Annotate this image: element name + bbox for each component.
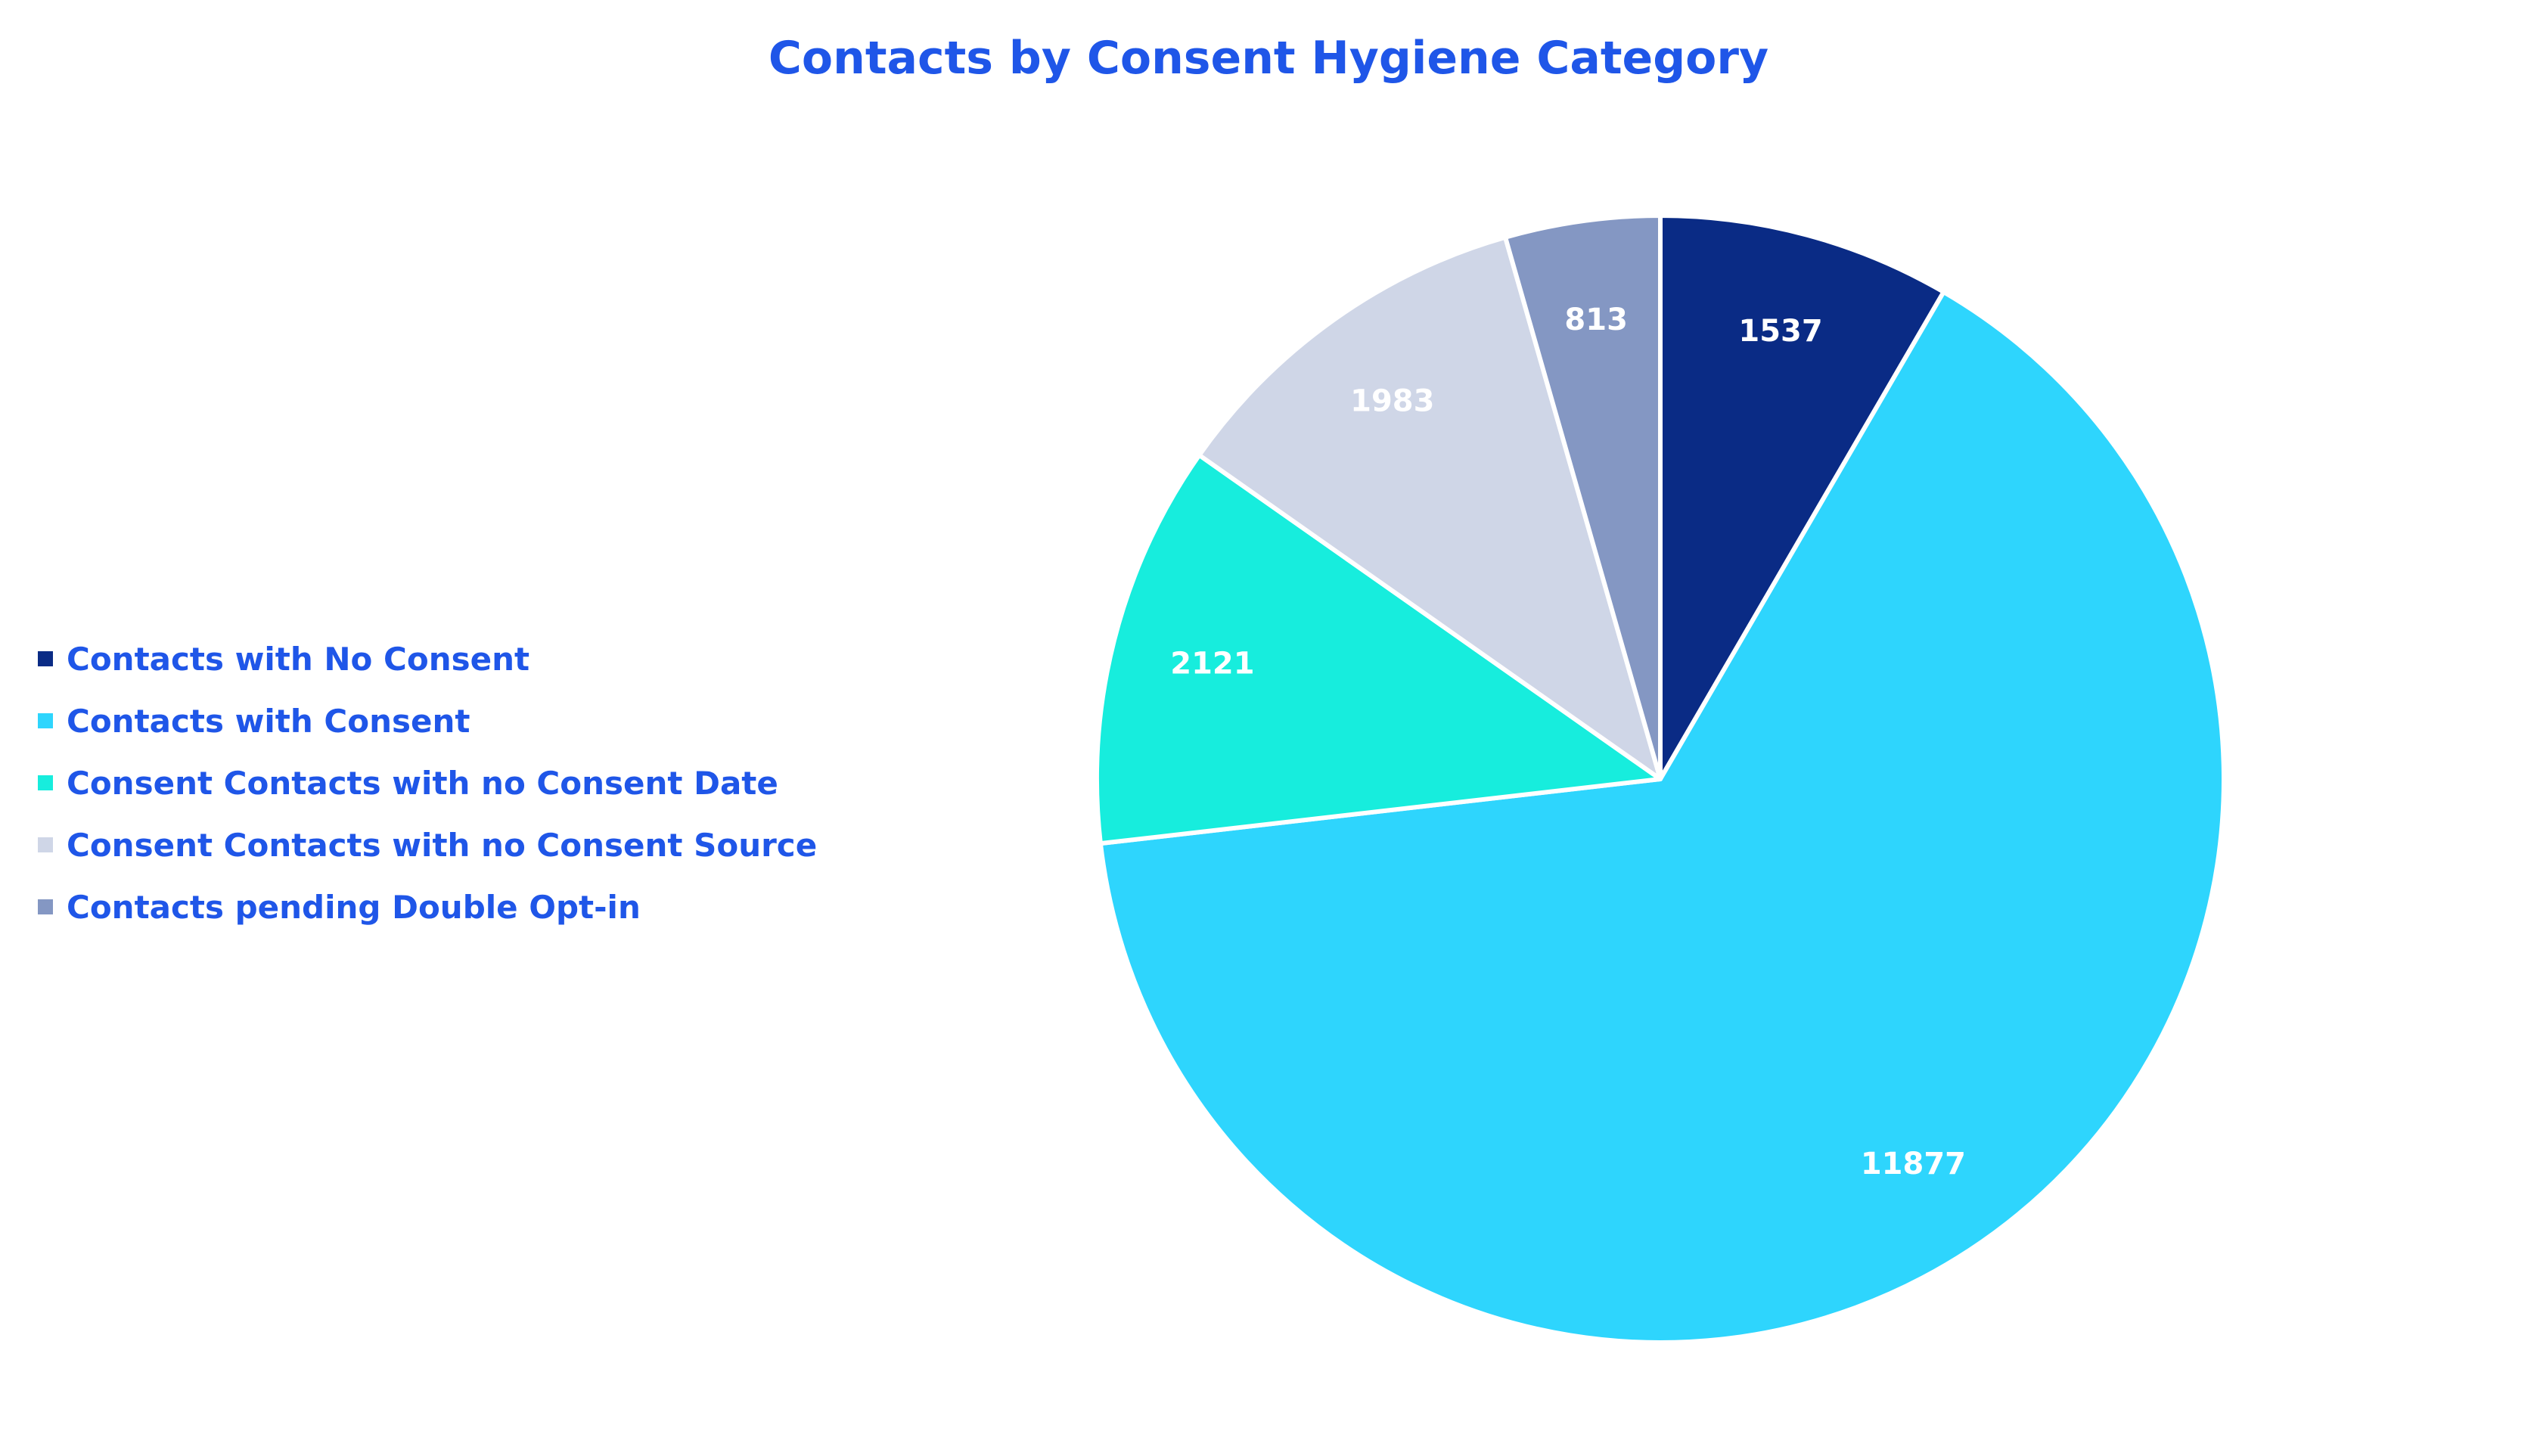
pie-slice[interactable] <box>1098 290 2226 1345</box>
slice-value-label: 813 <box>1564 303 1628 337</box>
legend-item[interactable]: Consent Contacts with no Consent Date <box>38 752 817 814</box>
legend-item[interactable]: Contacts with Consent <box>38 690 817 752</box>
legend-label: Contacts with No Consent <box>67 640 530 678</box>
slice-value-label: 11877 <box>1861 1147 1966 1181</box>
legend-swatch <box>38 775 53 790</box>
legend-label: Contacts with Consent <box>67 702 470 740</box>
slice-value-label: 1537 <box>1738 314 1822 349</box>
legend-label: Contacts pending Double Opt-in <box>67 888 641 926</box>
legend-item[interactable]: Consent Contacts with no Consent Source <box>38 814 817 876</box>
legend: Contacts with No Consent Contacts with C… <box>38 628 817 938</box>
slice-value-label: 2121 <box>1170 646 1254 681</box>
legend-label: Consent Contacts with no Consent Source <box>67 826 818 864</box>
legend-label: Consent Contacts with no Consent Date <box>67 764 778 802</box>
pie-slice[interactable] <box>1503 213 1663 781</box>
pie-slice[interactable] <box>1658 213 1946 781</box>
pie-slice[interactable] <box>1197 234 1663 781</box>
legend-swatch <box>38 837 53 852</box>
legend-swatch <box>38 899 53 914</box>
legend-swatch <box>38 713 53 728</box>
legend-item[interactable]: Contacts with No Consent <box>38 628 817 690</box>
legend-swatch <box>38 651 53 666</box>
legend-item[interactable]: Contacts pending Double Opt-in <box>38 876 817 938</box>
chart-title: Contacts by Consent Hygiene Category <box>768 32 1769 85</box>
slice-value-label: 1983 <box>1350 383 1434 418</box>
pie-slice[interactable] <box>1095 452 1663 846</box>
